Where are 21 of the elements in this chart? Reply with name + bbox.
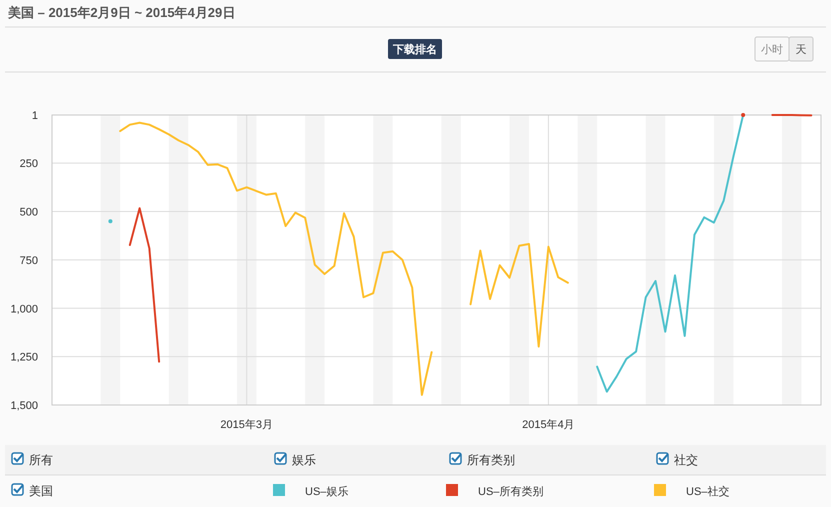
chart-title: 美国 – 2015年2月9日 ~ 2015年4月29日 (7, 5, 236, 20)
text: 社交 (674, 453, 698, 467)
y-tick-label: 1,250 (10, 352, 38, 364)
legend-label: US–娱乐 (305, 485, 348, 498)
text: 所有类别 (467, 453, 515, 467)
text: 所有 (29, 453, 53, 467)
text: 小时 (761, 43, 783, 56)
legend-label: US–社交 (686, 485, 730, 498)
y-tick-label: 1,500 (10, 400, 38, 412)
y-tick-label: 1 (32, 110, 38, 122)
y-tick-label: 250 (20, 158, 38, 170)
legend-label: US–所有类别 (478, 485, 544, 498)
text: 娱乐 (292, 453, 316, 467)
text: 美国 (29, 484, 53, 498)
y-tick-label: 500 (20, 206, 38, 219)
text: 下载排名 (392, 43, 437, 56)
y-tick-label: 1,000 (10, 303, 38, 316)
x-tick-label: 2015年3月 (220, 419, 273, 431)
y-tick-label: 750 (20, 254, 38, 267)
x-tick-label: 2015年4月 (522, 419, 575, 431)
text: 天 (796, 44, 806, 56)
